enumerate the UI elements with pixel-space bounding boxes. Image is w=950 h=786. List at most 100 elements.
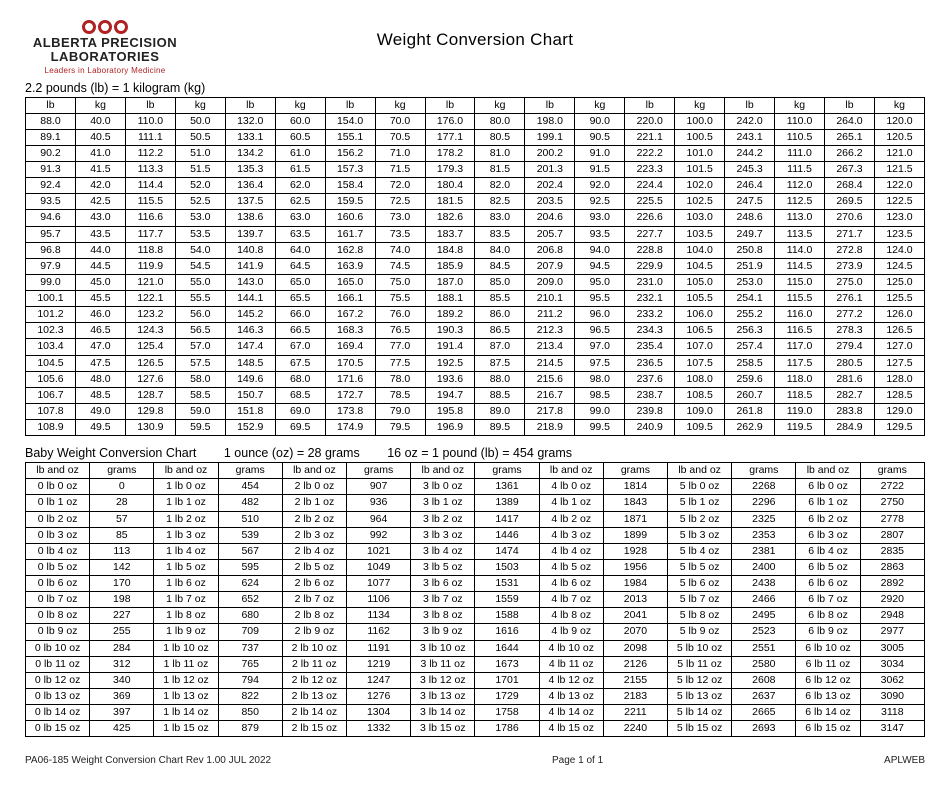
- baby-cell: 1361: [475, 479, 539, 495]
- baby-cell: 2381: [732, 543, 796, 559]
- baby-cell: 2 lb 9 oz: [282, 624, 346, 640]
- baby-cell: 2211: [603, 705, 667, 721]
- baby-cell: 2126: [603, 656, 667, 672]
- baby-cell: 1417: [475, 511, 539, 527]
- main-cell: 238.7: [625, 387, 675, 403]
- main-cell: 102.5: [675, 194, 725, 210]
- baby-cell: 3 lb 7 oz: [411, 592, 475, 608]
- main-cell: 57.0: [175, 339, 225, 355]
- baby-header: grams: [90, 463, 154, 479]
- main-cell: 122.5: [874, 194, 924, 210]
- main-cell: 46.5: [75, 323, 125, 339]
- main-cell: 214.5: [525, 355, 575, 371]
- main-cell: 62.0: [275, 178, 325, 194]
- main-cell: 262.9: [725, 420, 775, 436]
- main-cell: 133.1: [225, 129, 275, 145]
- main-cell: 127.6: [125, 371, 175, 387]
- main-cell: 201.3: [525, 162, 575, 178]
- main-row: 88.040.0110.050.0132.060.0154.070.0176.0…: [26, 113, 925, 129]
- baby-cell: 2 lb 14 oz: [282, 705, 346, 721]
- baby-cell: 1559: [475, 592, 539, 608]
- main-cell: 123.5: [874, 226, 924, 242]
- baby-cell: 5 lb 0 oz: [668, 479, 732, 495]
- baby-cell: 1843: [603, 495, 667, 511]
- main-header: kg: [375, 97, 425, 113]
- baby-cell: 312: [90, 656, 154, 672]
- main-cell: 130.9: [125, 420, 175, 436]
- baby-header: lb and oz: [796, 463, 860, 479]
- baby-cell: 1191: [347, 640, 411, 656]
- main-cell: 282.7: [825, 387, 875, 403]
- baby-cell: 28: [90, 495, 154, 511]
- main-cell: 144.1: [225, 291, 275, 307]
- baby-cell: 1304: [347, 705, 411, 721]
- main-cell: 205.7: [525, 226, 575, 242]
- main-cell: 163.9: [325, 258, 375, 274]
- main-cell: 196.9: [425, 420, 475, 436]
- main-cell: 90.2: [26, 145, 76, 161]
- main-cell: 53.5: [175, 226, 225, 242]
- main-cell: 45.5: [75, 291, 125, 307]
- main-cell: 43.0: [75, 210, 125, 226]
- main-cell: 101.5: [675, 162, 725, 178]
- main-cell: 227.7: [625, 226, 675, 242]
- main-header: lb: [425, 97, 475, 113]
- main-cell: 273.9: [825, 258, 875, 274]
- baby-row: 0 lb 8 oz2271 lb 8 oz6802 lb 8 oz11343 l…: [26, 608, 925, 624]
- baby-row: 0 lb 2 oz571 lb 2 oz5102 lb 2 oz9643 lb …: [26, 511, 925, 527]
- main-header: kg: [475, 97, 525, 113]
- baby-cell: 4 lb 5 oz: [539, 559, 603, 575]
- main-cell: 189.2: [425, 307, 475, 323]
- baby-cell: 2 lb 5 oz: [282, 559, 346, 575]
- main-cell: 109.5: [675, 420, 725, 436]
- logo-line2: LABORATORIES: [51, 50, 160, 64]
- baby-cell: 1162: [347, 624, 411, 640]
- main-cell: 78.0: [375, 371, 425, 387]
- baby-header: lb and oz: [282, 463, 346, 479]
- baby-cell: 5 lb 8 oz: [668, 608, 732, 624]
- main-cell: 114.0: [775, 242, 825, 258]
- main-cell: 138.6: [225, 210, 275, 226]
- main-cell: 80.5: [475, 129, 525, 145]
- baby-cell: 0 lb 12 oz: [26, 672, 90, 688]
- main-cell: 108.9: [26, 420, 76, 436]
- main-cell: 102.0: [675, 178, 725, 194]
- main-cell: 102.3: [26, 323, 76, 339]
- baby-cell: 2 lb 11 oz: [282, 656, 346, 672]
- main-cell: 84.5: [475, 258, 525, 274]
- baby-cell: 2 lb 12 oz: [282, 672, 346, 688]
- baby-cell: 2240: [603, 721, 667, 737]
- baby-cell: 4 lb 14 oz: [539, 705, 603, 721]
- baby-cell: 0 lb 6 oz: [26, 576, 90, 592]
- baby-cell: 1701: [475, 672, 539, 688]
- main-cell: 136.4: [225, 178, 275, 194]
- baby-header: grams: [475, 463, 539, 479]
- main-cell: 108.0: [675, 371, 725, 387]
- main-cell: 232.1: [625, 291, 675, 307]
- baby-row: 0 lb 13 oz3691 lb 13 oz8222 lb 13 oz1276…: [26, 688, 925, 704]
- baby-cell: 5 lb 4 oz: [668, 543, 732, 559]
- baby-cell: 2013: [603, 592, 667, 608]
- main-cell: 94.5: [575, 258, 625, 274]
- main-cell: 115.0: [775, 274, 825, 290]
- baby-cell: 2 lb 0 oz: [282, 479, 346, 495]
- baby-cell: 2 lb 13 oz: [282, 688, 346, 704]
- main-cell: 235.4: [625, 339, 675, 355]
- main-header: lb: [825, 97, 875, 113]
- main-cell: 129.5: [874, 420, 924, 436]
- baby-cell: 2268: [732, 479, 796, 495]
- main-cell: 283.8: [825, 403, 875, 419]
- main-cell: 45.0: [75, 274, 125, 290]
- baby-cell: 3005: [860, 640, 924, 656]
- main-cell: 75.0: [375, 274, 425, 290]
- baby-cell: 2835: [860, 543, 924, 559]
- main-cell: 83.5: [475, 226, 525, 242]
- main-cell: 156.2: [325, 145, 375, 161]
- main-header: lb: [26, 97, 76, 113]
- baby-cell: 1616: [475, 624, 539, 640]
- baby-header: grams: [347, 463, 411, 479]
- main-header: lb: [125, 97, 175, 113]
- baby-row: 0 lb 7 oz1981 lb 7 oz6522 lb 7 oz11063 l…: [26, 592, 925, 608]
- baby-header: grams: [732, 463, 796, 479]
- baby-cell: 2977: [860, 624, 924, 640]
